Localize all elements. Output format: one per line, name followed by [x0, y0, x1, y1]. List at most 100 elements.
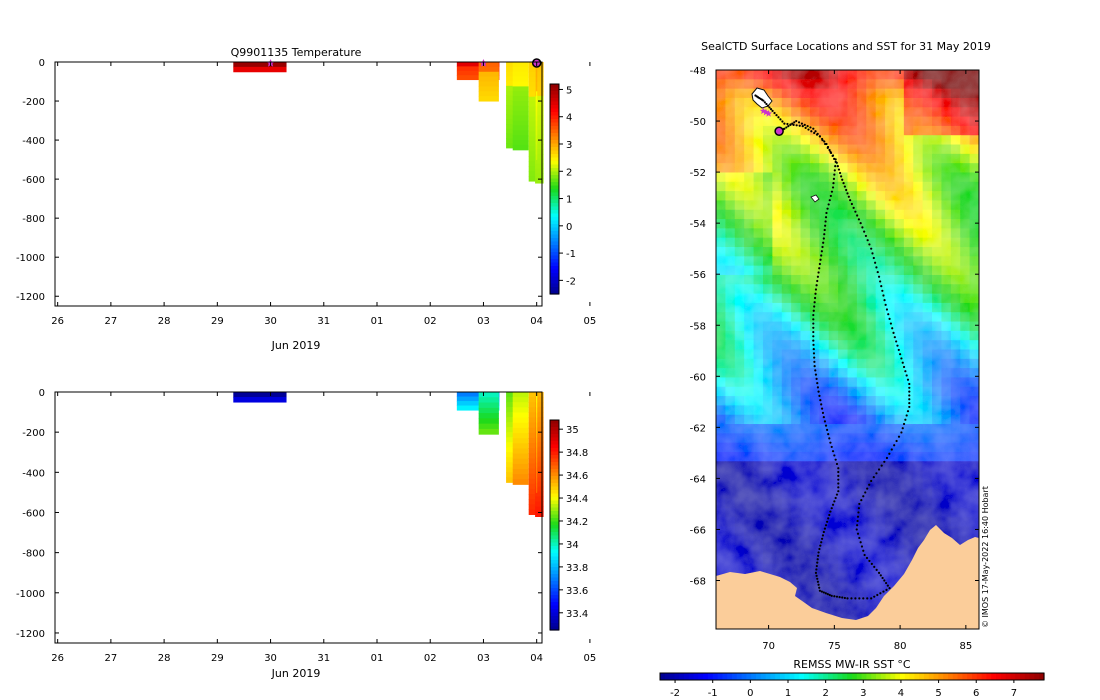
sst-cell — [866, 340, 877, 351]
sst-cell — [894, 191, 905, 202]
sst-cell — [781, 88, 792, 99]
sst-cell — [819, 191, 830, 202]
sst-cell — [762, 396, 773, 406]
sal-profile-5-cell — [528, 478, 540, 485]
y-tick-label: -800 — [22, 214, 45, 225]
sst-cell — [885, 545, 896, 556]
sst-cell — [875, 274, 886, 285]
seal-star-marker — [765, 109, 773, 117]
sst-cell — [716, 144, 726, 155]
sst-colorbar-segment — [919, 673, 925, 680]
sst-cell — [875, 172, 886, 183]
sst-cell — [950, 219, 961, 229]
sst-cell — [913, 302, 924, 313]
sst-cell — [969, 172, 979, 183]
colorbar-segment — [550, 486, 559, 491]
sst-cell — [781, 479, 792, 490]
sst-cell — [960, 209, 971, 220]
sst-cell — [903, 396, 914, 406]
sst-cell — [828, 70, 839, 80]
sst-cell — [809, 517, 820, 528]
sst-cell — [791, 284, 802, 295]
sst-cell — [847, 526, 858, 537]
sal-profile-5-cell — [528, 407, 540, 413]
sst-cell — [791, 554, 802, 565]
sst-cell — [800, 191, 811, 202]
sst-colorbar-segment — [770, 673, 776, 680]
sst-cell — [828, 302, 839, 313]
x-tick-label: 03 — [477, 316, 490, 327]
sst-cell — [838, 274, 849, 285]
track-point — [822, 530, 825, 534]
sst-cell — [960, 330, 971, 341]
sst-colorbar-segment — [856, 673, 863, 680]
sst-colorbar-tick-label: 2 — [822, 688, 828, 699]
sst-cell — [913, 414, 924, 425]
sst-cell — [800, 70, 811, 80]
temp-profile-3-cell — [506, 76, 515, 82]
sst-cell — [913, 507, 924, 518]
sst-cell — [772, 247, 783, 257]
sst-cell — [753, 517, 764, 528]
temp-profile-6-cell — [535, 81, 544, 87]
sst-cell — [922, 489, 933, 500]
track-point — [829, 151, 833, 155]
sst-cell — [800, 321, 811, 332]
sst-cell — [838, 405, 849, 416]
sst-cell — [960, 116, 971, 127]
track-point — [888, 452, 891, 455]
sst-cell — [791, 321, 802, 332]
temp-profile-7-cell — [536, 91, 538, 97]
sst-cell — [772, 507, 783, 518]
sst-cell — [725, 97, 736, 108]
sst-colorbar-segment — [876, 673, 882, 680]
seal-markers — [759, 107, 784, 137]
track-point — [884, 303, 887, 306]
sst-cell — [969, 135, 979, 146]
sst-cell — [716, 489, 726, 500]
sst-cell — [903, 414, 914, 425]
sst-cell — [847, 358, 858, 369]
colorbar-segment — [550, 269, 559, 274]
sst-cell — [819, 461, 830, 472]
sst-colorbar-segment — [976, 673, 983, 680]
sst-cell — [838, 135, 849, 146]
sst-cell — [875, 191, 886, 202]
sst-cell — [885, 377, 896, 388]
colorbar-segment — [550, 94, 559, 99]
sst-cell — [903, 526, 914, 537]
sst-colorbar-segment — [688, 673, 695, 680]
salinity-section-panel: 0-200-400-600-800-1000-1200 26 27 28 29 30 31… — [16, 388, 596, 680]
sst-cell — [772, 265, 783, 276]
track-point — [775, 113, 778, 117]
sst-cell — [716, 116, 726, 127]
sst-cell — [932, 312, 943, 323]
track-point — [804, 126, 807, 129]
sst-cell — [847, 414, 858, 425]
sst-cell — [725, 88, 736, 99]
lat-tick-label: -68 — [690, 577, 706, 588]
colorbar-segment — [550, 581, 559, 586]
temp-profile-5-cell — [528, 66, 540, 73]
track-point — [822, 416, 825, 419]
temp-profile-3-cell — [506, 114, 515, 120]
sal-profile-5-cell — [528, 448, 540, 454]
temperature-plot-area[interactable] — [233, 58, 544, 184]
sst-cell — [847, 191, 858, 202]
sst-cell — [838, 368, 849, 379]
sst-cell — [913, 219, 924, 229]
temp-profile-4-cell — [512, 96, 529, 102]
colorbar-segment — [550, 185, 559, 190]
sst-cell — [847, 135, 858, 146]
sst-cell — [894, 414, 905, 425]
sst-cell — [762, 433, 773, 444]
sst-cell — [941, 377, 952, 388]
sal-profile-4-cell — [512, 392, 529, 398]
sst-cell — [847, 88, 858, 99]
sst-cell — [941, 470, 952, 481]
salinity-plot-area[interactable] — [233, 392, 544, 517]
sst-cell — [960, 284, 971, 295]
track-point — [829, 194, 832, 198]
sst-cell — [941, 358, 952, 369]
sst-cell — [875, 479, 886, 490]
